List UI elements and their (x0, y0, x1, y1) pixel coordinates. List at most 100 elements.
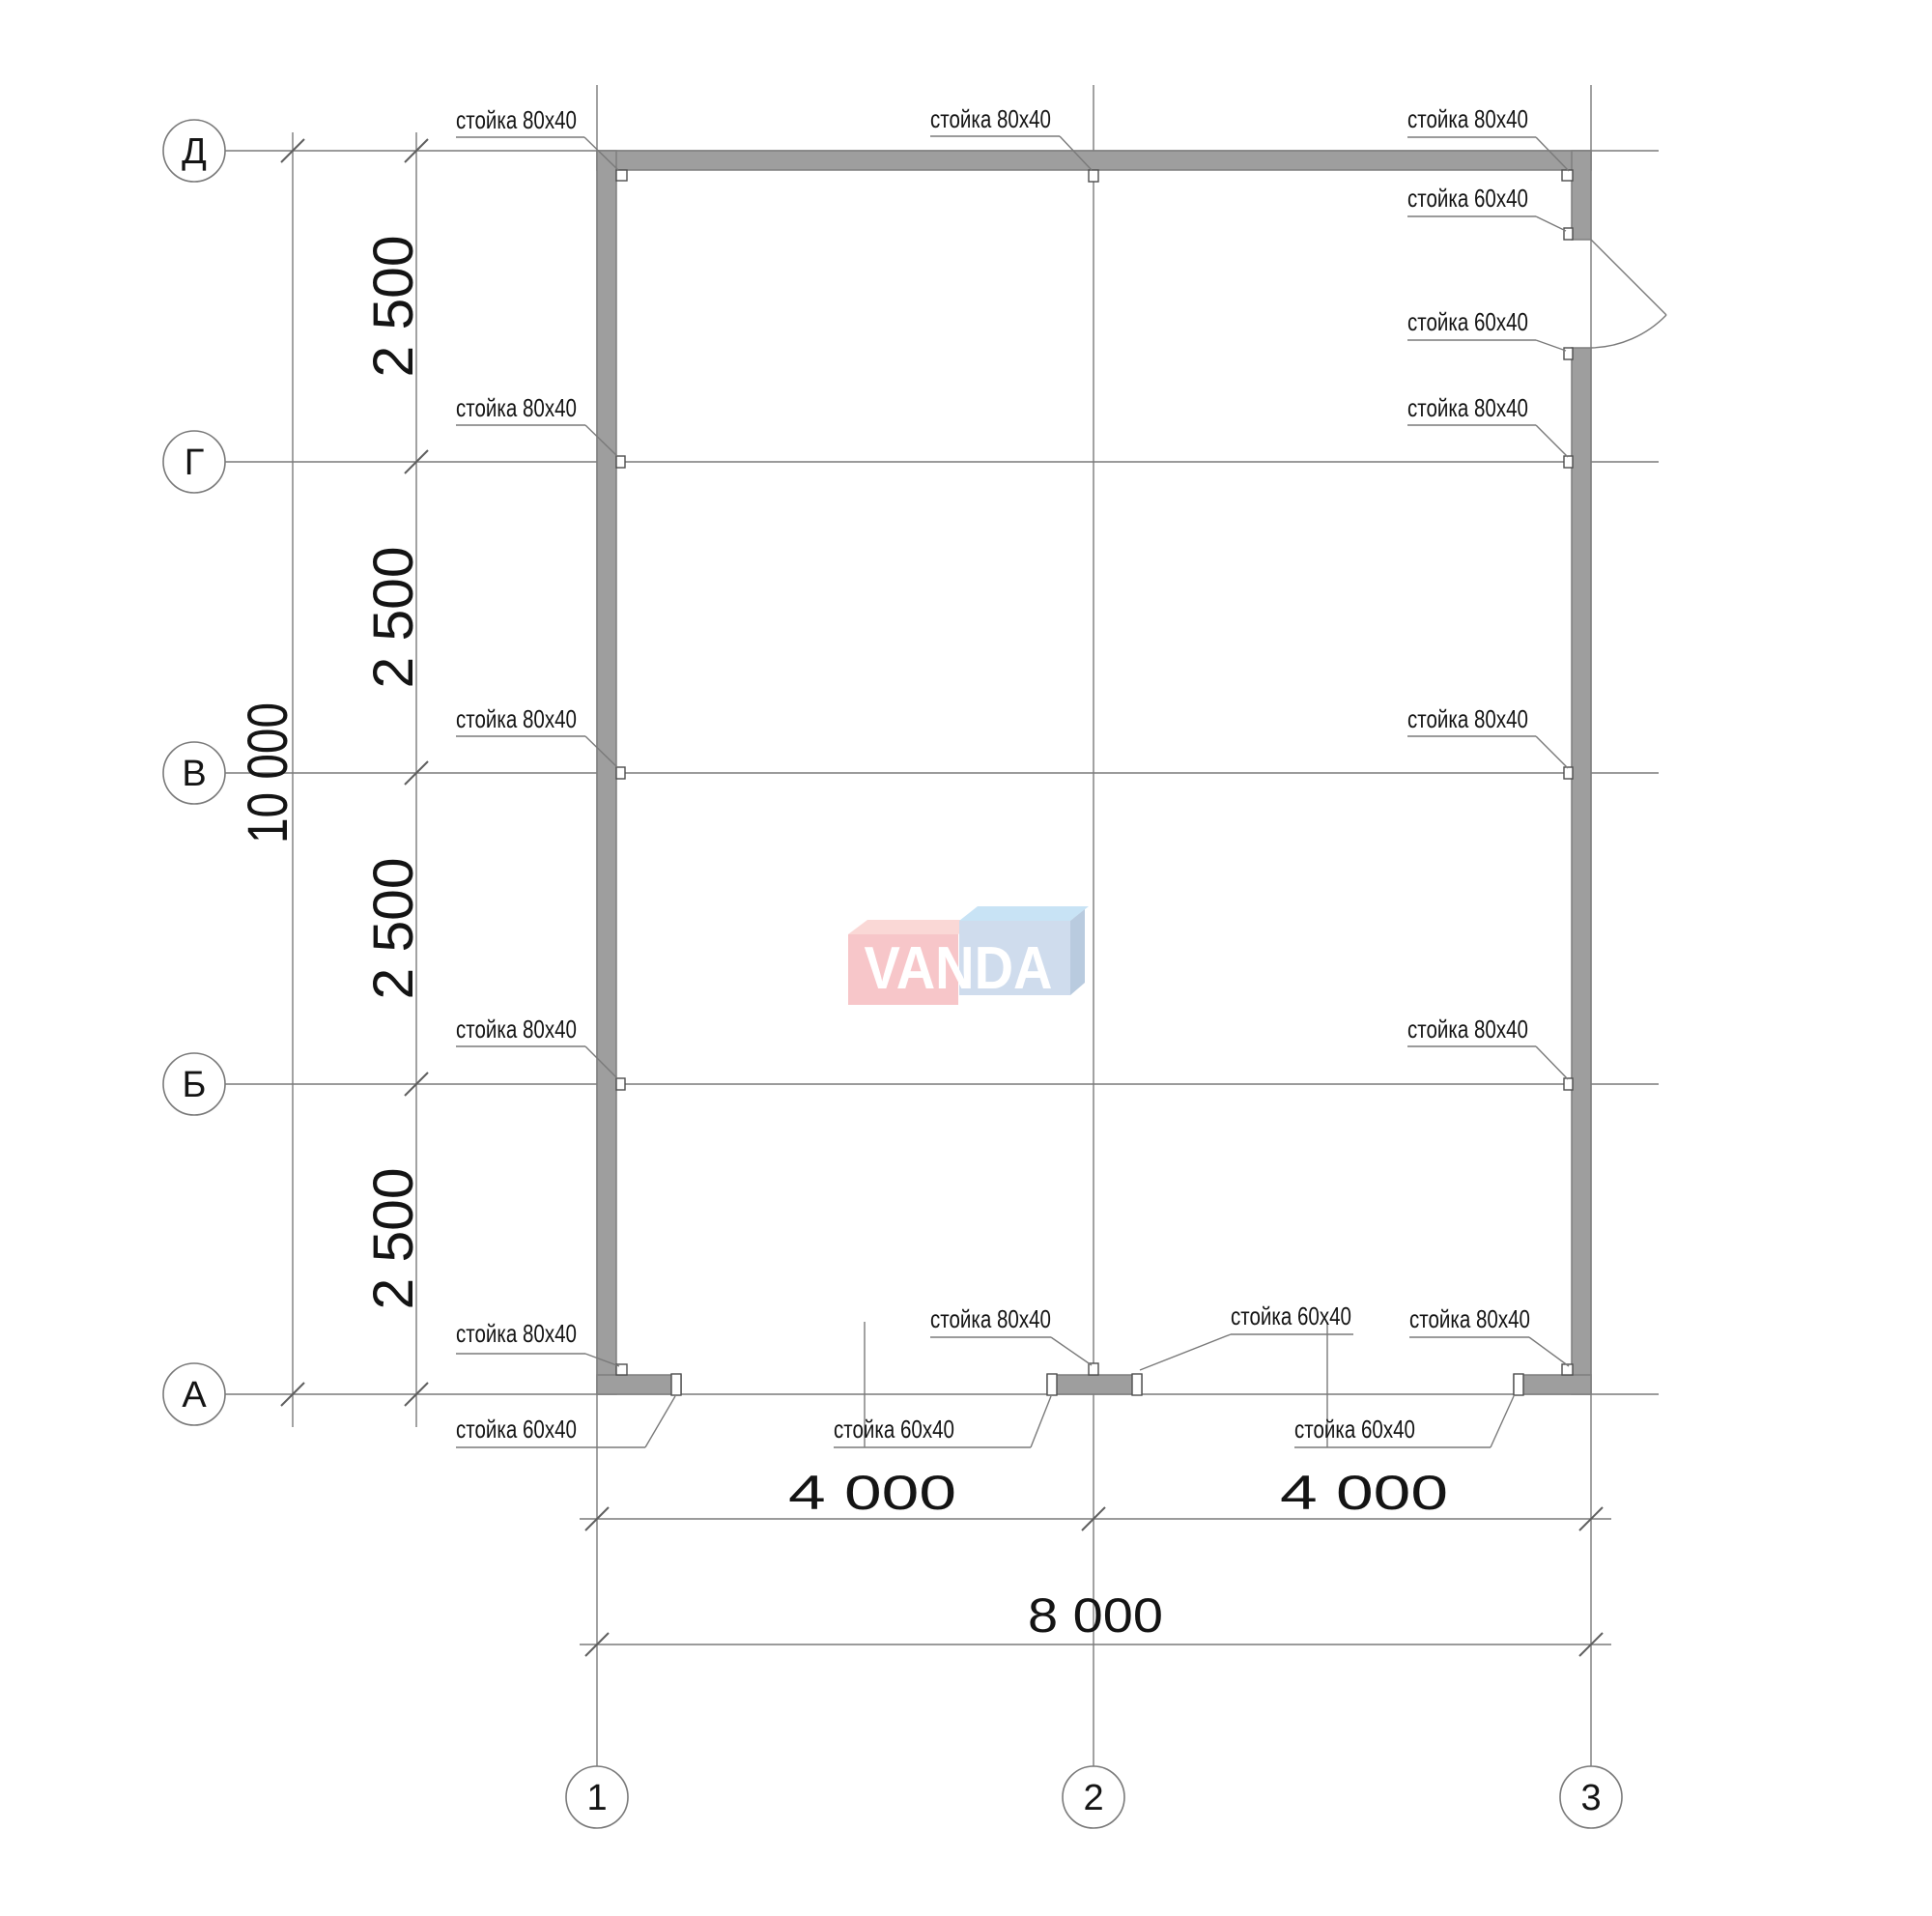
stud-label: стойка 80х40 (456, 704, 577, 733)
stud-label-leader (1139, 1333, 1232, 1371)
axis-number-3: 3 (1580, 1778, 1601, 1818)
axis-circle-col-3 (1559, 1765, 1623, 1829)
stud-label: стойка 60х40 (834, 1415, 954, 1444)
axis-number-1: 1 (586, 1778, 607, 1818)
stud-label-leader (1535, 136, 1570, 172)
axis-circle-row-В (162, 741, 226, 805)
stud-label-leader (1535, 424, 1569, 458)
stud-label-leader (1535, 1045, 1569, 1080)
dim-bays-height-tick (404, 138, 429, 163)
wall-right-upper (1571, 150, 1592, 241)
dim-bays-height-tick (404, 760, 429, 786)
post-corner-top-right (1561, 169, 1574, 182)
dim-total-height-tick (280, 1382, 305, 1407)
stud-label: стойка 80х40 (1407, 1015, 1528, 1044)
dim-bays-height-tick (404, 1072, 429, 1097)
stud-label: стойка 80х40 (456, 105, 577, 134)
dim-total-width-tick (1578, 1632, 1604, 1657)
vanda-logo-pink-flap (848, 920, 978, 934)
post-door-jamb-top (1563, 227, 1574, 241)
door-leaf (1590, 239, 1667, 316)
axis-letter-Г: Г (185, 443, 205, 483)
post-pier-axis2 (1088, 1362, 1099, 1376)
post-left-G (615, 455, 626, 469)
stud-label-leader (1528, 1336, 1570, 1367)
door-swing-arc (1590, 314, 1667, 349)
stud-label: стойка 80х40 (456, 393, 577, 422)
dim-bays-width-value: 4 000 (1280, 1466, 1448, 1520)
stud-label-leader (1050, 1336, 1093, 1366)
stud-label-leader (1535, 735, 1569, 769)
dim-total-height-value: 10 000 (237, 702, 299, 844)
axis-circle-row-А (162, 1362, 226, 1426)
post-corner-bottom-left (615, 1363, 628, 1376)
axis-circle-row-Б (162, 1052, 226, 1116)
stud-label-leader (1030, 1395, 1052, 1448)
jamb-opening1-left (670, 1373, 682, 1396)
dim-total-width-value: 8 000 (1028, 1588, 1163, 1643)
axis-circle-row-Г (162, 430, 226, 494)
stud-label: стойка 80х40 (456, 1015, 577, 1044)
stud-label-leader (1490, 1395, 1515, 1448)
stud-label-leader (584, 1353, 620, 1367)
vanda-logo-blue-flap (959, 906, 1089, 921)
wall-right-lower (1571, 347, 1592, 1395)
dim-total-width-tick (584, 1632, 610, 1657)
stud-label: стойка 60х40 (1407, 184, 1528, 213)
jamb-pier-right (1131, 1373, 1143, 1396)
post-door-jamb-bottom (1563, 347, 1574, 360)
stud-label: стойка 60х40 (1407, 307, 1528, 336)
vanda-logo-blue-side (1070, 909, 1085, 995)
wall-left (596, 150, 617, 1395)
wall-bottom-right-stub (1513, 1374, 1592, 1395)
stud-label-leader (1535, 339, 1567, 352)
axis-circle-row-Д (162, 119, 226, 183)
dim-bays-width-value: 4 000 (788, 1466, 956, 1520)
post-right-B (1563, 1077, 1574, 1091)
post-corner-top-left (615, 169, 628, 182)
stud-label-leader (644, 1395, 676, 1448)
dim-bays-width-tick (1081, 1506, 1106, 1531)
axis-letter-А: А (182, 1375, 207, 1416)
stud-label-leader (584, 1045, 618, 1079)
dim-bays-height-tick (404, 1382, 429, 1407)
dim-bays-height-value: 2 500 (362, 858, 425, 1000)
axis-letter-Д: Д (182, 131, 207, 172)
stud-label-leader (1059, 135, 1093, 171)
stud-label: стойка 60х40 (456, 1415, 577, 1444)
stud-label: стойка 60х40 (1294, 1415, 1415, 1444)
stud-label: стойка 80х40 (1409, 1304, 1530, 1333)
axis-circle-col-1 (565, 1765, 629, 1829)
post-left-B (615, 1077, 626, 1091)
stud-label-leader (1535, 215, 1567, 232)
wall-bottom-left-stub (596, 1374, 682, 1395)
stud-label: стойка 80х40 (1407, 393, 1528, 422)
stud-label-leader (583, 136, 619, 171)
dim-bays-height-value: 2 500 (362, 547, 425, 689)
stud-label: стойка 80х40 (930, 1304, 1051, 1333)
dim-total-height-tick (280, 138, 305, 163)
axis-letter-Б: Б (183, 1065, 207, 1105)
wall-top (596, 150, 1592, 171)
stud-label: стойка 80х40 (1407, 104, 1528, 133)
dim-bays-height-tick (404, 449, 429, 474)
vanda-logo-text: VANDA (865, 935, 1053, 1002)
vanda-logo-blue-box (959, 921, 1070, 995)
post-right-G (1563, 455, 1574, 469)
vanda-logo-pink-box (848, 934, 958, 1005)
stud-label-leader (584, 424, 618, 457)
axis-number-2: 2 (1083, 1778, 1103, 1818)
axis-letter-В: В (182, 754, 206, 794)
jamb-pier-left (1046, 1373, 1058, 1396)
wall-bottom-pier (1046, 1374, 1143, 1395)
dim-bays-width-tick (1578, 1506, 1604, 1531)
jamb-opening2-right (1513, 1373, 1524, 1396)
stud-label: стойка 60х40 (1231, 1301, 1351, 1330)
post-corner-bottom-right (1561, 1363, 1574, 1376)
stud-label: стойка 80х40 (456, 1319, 577, 1348)
stud-label: стойка 80х40 (1407, 704, 1528, 733)
axis-circle-col-2 (1062, 1765, 1125, 1829)
dim-bays-height-value: 2 500 (362, 236, 425, 378)
